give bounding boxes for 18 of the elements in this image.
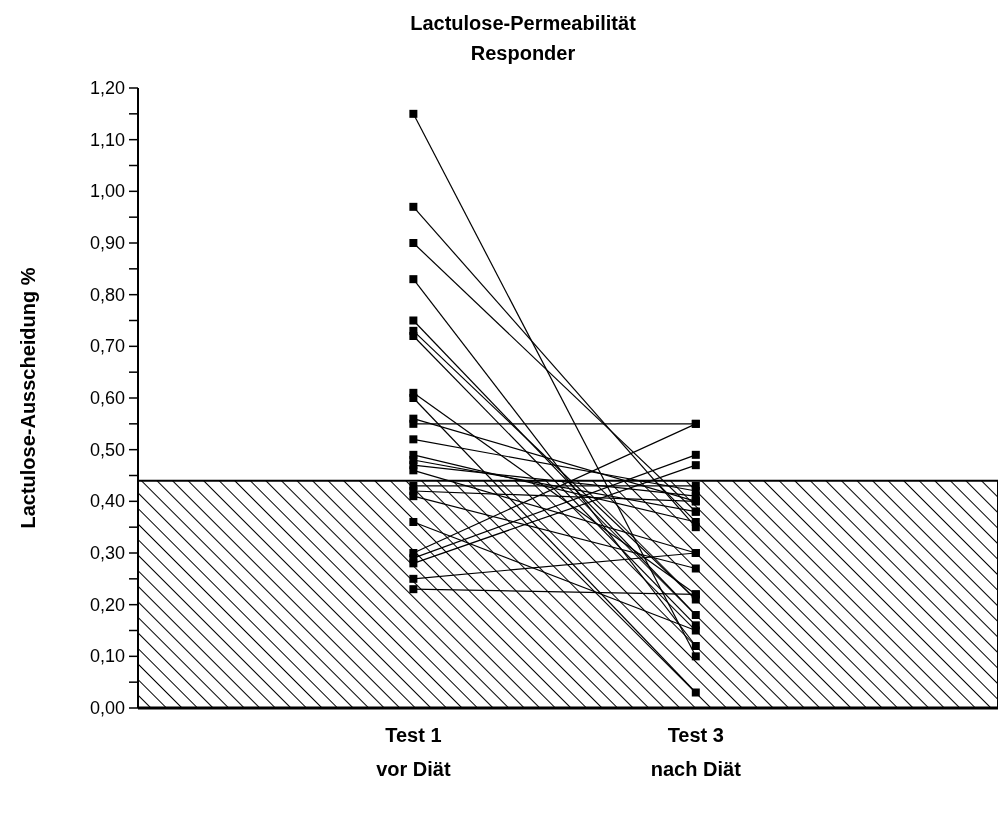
y-tick-label: 0,40	[89, 491, 125, 512]
y-tick-label: 1,10	[89, 129, 125, 150]
y-tick-label: 0,70	[89, 336, 125, 357]
y-tick-label: 0,20	[89, 594, 125, 615]
y-tick-label: 0,30	[89, 543, 125, 563]
y-tick-label: 0,60	[89, 388, 125, 408]
y-tick-label: 0,50	[89, 439, 125, 460]
y-tick-label: 0,00	[89, 698, 125, 718]
chart-subtitle: Responder	[469, 41, 577, 66]
y-axis-title: Lactulose-Ausscheidung %	[17, 267, 40, 529]
y-tick-label: 1,20	[89, 78, 125, 98]
y-tick-label: 1,00	[89, 181, 125, 202]
x-tick-label: Test 3 nach Diät	[650, 724, 742, 780]
y-tick-label: 0,90	[89, 233, 125, 253]
y-tick-label: 0,80	[89, 284, 125, 305]
y-tick-label: 0,10	[89, 646, 125, 667]
chart-title: Lactulose-Permeabilität	[409, 11, 637, 36]
x-tick-label: Test 1 vor Diät	[376, 724, 451, 780]
